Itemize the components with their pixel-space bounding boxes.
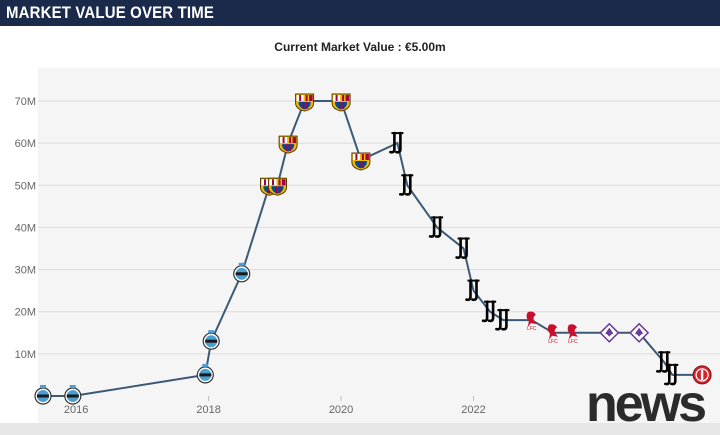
y-tick-label: 30M xyxy=(15,265,36,277)
girona-crest-marker[interactable] xyxy=(692,365,712,385)
x-tick-label: 2020 xyxy=(329,404,353,416)
section-title: MARKET VALUE OVER TIME xyxy=(6,3,215,22)
gremio-crest-marker[interactable] xyxy=(34,385,52,405)
market-value-line xyxy=(43,100,703,397)
y-tick-label: 10M xyxy=(15,349,36,361)
current-market-value: Current Market Value : €5.00m xyxy=(274,40,446,54)
fiorentina-crest-marker[interactable] xyxy=(629,322,650,343)
gremio-crest-marker[interactable] xyxy=(202,330,220,350)
y-axis-ticks: 10M 20M 30M 40M 50M 60M 70M xyxy=(15,96,36,361)
svg-text:LFC: LFC xyxy=(527,326,537,332)
footer-bar xyxy=(0,423,720,435)
barcelona-crest-marker[interactable] xyxy=(268,177,287,196)
liverpool-crest-marker[interactable]: LFC xyxy=(526,311,537,333)
juventus-crest-marker[interactable] xyxy=(655,350,671,373)
gremio-crest-marker[interactable] xyxy=(196,363,214,384)
juventus-crest-marker[interactable] xyxy=(398,174,414,196)
y-tick-label: 70M xyxy=(15,96,36,108)
y-tick-label: 50M xyxy=(15,180,36,192)
x-tick-label: 2022 xyxy=(461,404,485,416)
x-axis-ticks: 2016 2018 2020 2022 xyxy=(64,396,486,416)
juventus-crest-marker[interactable] xyxy=(465,279,480,302)
header-bar: MARKET VALUE OVER TIME xyxy=(0,0,720,26)
y-tick-label: 60M xyxy=(15,138,36,150)
news-watermark: news xyxy=(586,375,707,433)
barcelona-crest-marker[interactable] xyxy=(331,93,351,112)
barcelona-crest-marker[interactable] xyxy=(295,93,315,112)
juventus-crest-marker[interactable] xyxy=(455,237,470,259)
juventus-crest-marker[interactable] xyxy=(663,363,679,386)
x-tick-label: 2016 xyxy=(64,404,88,416)
x-tick-label: 2018 xyxy=(196,404,220,416)
liverpool-crest-marker[interactable]: LFC xyxy=(547,324,558,345)
gremio-crest-marker[interactable] xyxy=(233,262,251,283)
gremio-crest-marker[interactable] xyxy=(64,385,82,405)
juventus-crest-marker[interactable] xyxy=(481,300,497,323)
club-markers: LFC LFC LFC xyxy=(34,93,712,405)
juventus-crest-marker[interactable] xyxy=(495,308,510,331)
y-tick-label: 20M xyxy=(15,307,36,319)
plot-background xyxy=(38,68,720,435)
barcelona-crest-marker[interactable] xyxy=(351,152,371,171)
y-tick-label: 40M xyxy=(15,222,36,234)
liverpool-crest-marker[interactable]: LFC xyxy=(567,324,578,345)
svg-text:LFC: LFC xyxy=(548,339,558,345)
barcelona-crest-marker[interactable] xyxy=(278,135,298,154)
gridlines xyxy=(38,100,720,355)
svg-text:LFC: LFC xyxy=(568,339,578,345)
fiorentina-crest-marker[interactable] xyxy=(599,322,620,343)
juventus-crest-marker[interactable] xyxy=(428,216,444,238)
juventus-crest-marker[interactable] xyxy=(389,131,404,154)
